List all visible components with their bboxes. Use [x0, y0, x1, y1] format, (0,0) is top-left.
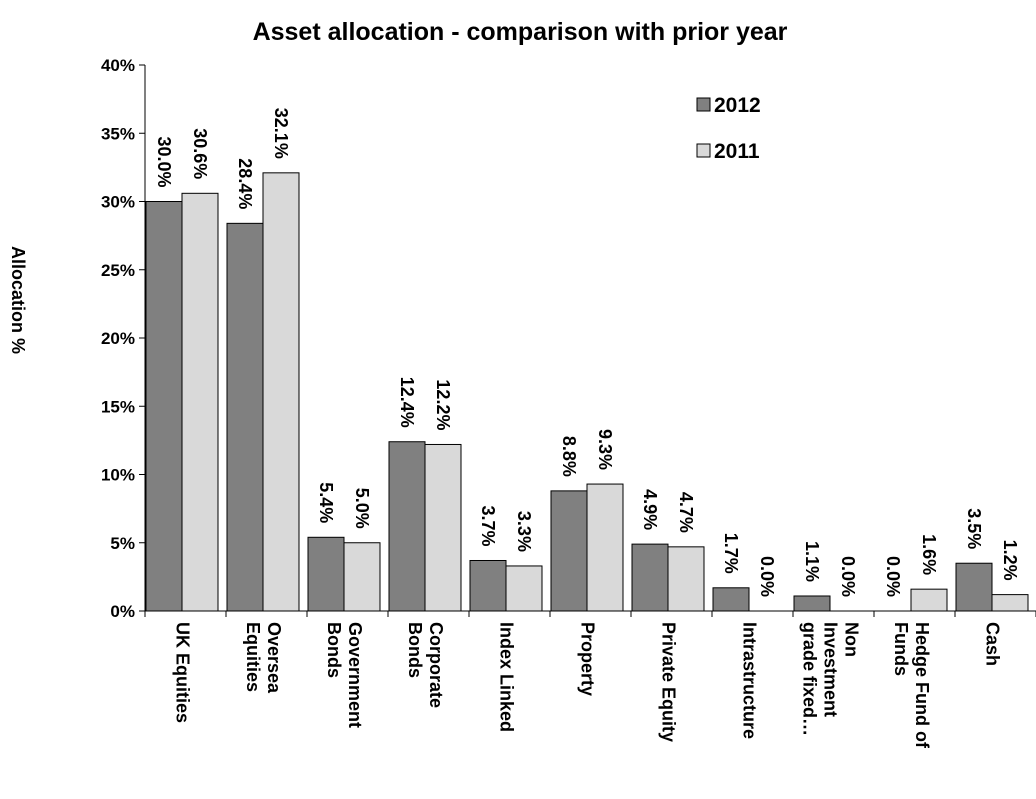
y-tick-label: 40%	[101, 56, 135, 75]
value-label: 9.3%	[595, 429, 615, 470]
value-label: 0.0%	[838, 556, 858, 597]
bar	[181, 192, 219, 612]
legend-label: 2012	[714, 94, 761, 117]
x-tick-label: Property	[578, 622, 598, 696]
bar	[262, 172, 300, 612]
bar	[910, 588, 948, 612]
x-tick-label: Hedge Fund ofFunds	[891, 622, 932, 749]
y-axis-title: Allocation %	[8, 246, 28, 354]
y-tick-label: 25%	[101, 261, 135, 280]
value-label: 0.0%	[757, 556, 777, 597]
y-tick-label: 20%	[101, 329, 135, 348]
legend-swatch	[696, 143, 711, 158]
value-label: 12.2%	[433, 379, 453, 430]
bar	[505, 565, 543, 612]
value-label: 3.3%	[514, 511, 534, 552]
y-tick-label: 15%	[101, 397, 135, 416]
x-tick-label: Intrastructure	[740, 622, 760, 739]
value-label: 3.5%	[964, 508, 984, 549]
value-label: 12.4%	[397, 377, 417, 428]
bar	[991, 594, 1029, 612]
bar	[667, 546, 705, 612]
y-tick-label: 0%	[110, 602, 135, 621]
value-label: 5.0%	[352, 488, 372, 529]
legend-label: 2011	[714, 140, 760, 163]
bar	[145, 201, 183, 612]
bar	[388, 441, 426, 612]
value-label: 4.7%	[676, 492, 696, 533]
value-label: 1.2%	[1000, 540, 1020, 581]
value-label: 30.6%	[190, 128, 210, 179]
value-label: 1.6%	[919, 534, 939, 575]
x-tick-label: OverseaEquities	[243, 622, 284, 694]
bar	[712, 587, 750, 612]
bar	[955, 562, 993, 612]
value-label: 30.0%	[154, 136, 174, 187]
chart-title: Asset allocation - comparison with prior…	[253, 18, 788, 46]
x-tick-label: NonInvestmentgrade fixed…	[800, 622, 862, 736]
bar	[550, 490, 588, 612]
bar	[793, 595, 831, 612]
bar	[307, 536, 345, 612]
y-tick-label: 5%	[110, 534, 135, 553]
value-label: 8.8%	[559, 436, 579, 477]
value-label: 1.1%	[802, 541, 822, 582]
y-tick-label: 10%	[101, 466, 135, 485]
x-tick-label: Index Linked	[497, 622, 517, 732]
legend-swatch	[696, 97, 711, 112]
x-tick-label: CorporateBonds	[405, 622, 446, 708]
bar	[343, 542, 381, 612]
value-label: 5.4%	[316, 482, 336, 523]
bar	[424, 443, 462, 612]
x-tick-label: UK Equities	[173, 622, 193, 723]
value-label: 32.1%	[271, 108, 291, 159]
x-tick-label: Cash	[983, 622, 1003, 666]
x-tick-label: Private Equity	[659, 622, 679, 742]
value-label: 28.4%	[235, 158, 255, 209]
value-label: 3.7%	[478, 505, 498, 546]
value-label: 1.7%	[721, 533, 741, 574]
value-label: 0.0%	[883, 556, 903, 597]
x-tick-label: GovernmentBonds	[324, 622, 365, 728]
y-tick-label: 30%	[101, 193, 135, 212]
bar	[631, 543, 669, 612]
value-label: 4.9%	[640, 489, 660, 530]
bar	[586, 483, 624, 612]
y-tick-label: 35%	[101, 124, 135, 143]
bar	[469, 559, 507, 612]
bar	[226, 222, 264, 612]
